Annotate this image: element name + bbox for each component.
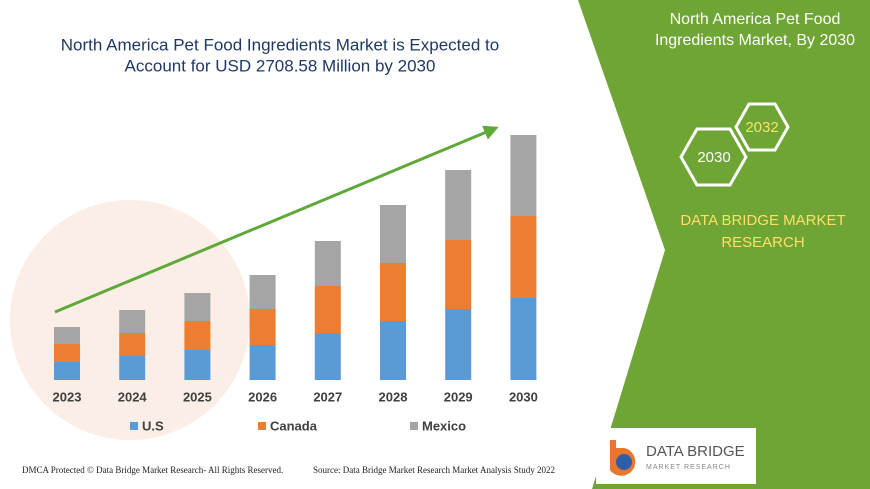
hexagon — [679, 127, 748, 187]
side-panel — [578, 0, 870, 489]
bar-segment — [184, 293, 211, 321]
panel-title: North America Pet Food — [670, 11, 841, 28]
bar-segment — [510, 135, 537, 216]
x-tick-label: 2027 — [313, 389, 342, 404]
logo-icon — [616, 454, 632, 470]
logo-name: DATA BRIDGE — [646, 443, 745, 460]
panel-title: Ingredients Market, By 2030 — [655, 32, 855, 49]
bar-segment — [314, 286, 341, 333]
x-tick-label: 2026 — [248, 389, 277, 404]
chart-title: Account for USD 2708.58 Million by 2030 — [125, 56, 436, 75]
legend-label: U.S — [142, 418, 164, 433]
footer-left: DMCA Protected © Data Bridge Market Rese… — [22, 465, 283, 475]
bar-segment — [184, 321, 211, 350]
bar-segment — [54, 362, 80, 380]
legend-label: Canada — [270, 418, 318, 433]
bar-segment — [510, 216, 537, 298]
legend-swatch — [258, 422, 266, 430]
bar-segment — [445, 240, 472, 309]
brand-text: RESEARCH — [721, 234, 804, 251]
x-tick-label: 2030 — [509, 389, 538, 404]
bar-segment — [119, 356, 146, 380]
bar-segment — [54, 327, 80, 344]
legend-swatch — [130, 422, 138, 430]
x-tick-label: 2028 — [379, 389, 408, 404]
bar-segment — [119, 333, 146, 356]
bar-segment — [314, 241, 341, 286]
x-tick-label: 2024 — [118, 389, 148, 404]
bar-segment — [510, 298, 537, 380]
bar-segment — [249, 309, 276, 345]
legend-swatch — [410, 422, 418, 430]
x-tick-label: 2025 — [183, 389, 212, 404]
hexagon — [734, 102, 790, 152]
hexagon-label: 2030 — [697, 149, 730, 166]
x-tick-label: 2023 — [53, 389, 82, 404]
bar-segment — [445, 170, 472, 240]
bar-segment — [184, 350, 211, 380]
bar-segment — [380, 321, 406, 380]
brand-text: DATA BRIDGE MARKET — [680, 212, 845, 229]
bar-segment — [249, 275, 276, 309]
legend-label: Mexico — [422, 418, 466, 433]
x-tick-label: 2029 — [444, 389, 473, 404]
bar-segment — [445, 309, 472, 380]
chart-title: North America Pet Food Ingredients Marke… — [61, 35, 499, 54]
bar-segment — [314, 333, 341, 380]
footer-right: Source: Data Bridge Market Research Mark… — [313, 465, 555, 475]
bar-segment — [380, 263, 406, 321]
bar-segment — [380, 205, 406, 263]
hexagon-label: 2032 — [745, 119, 778, 136]
bar-segment — [119, 310, 146, 333]
logo-tagline: MARKET RESEARCH — [646, 464, 731, 471]
bar-segment — [249, 345, 276, 380]
trend-arrow — [54, 125, 499, 314]
bar-segment — [54, 344, 80, 362]
logo: DATA BRIDGE MARKET RESEARCH — [610, 440, 745, 476]
